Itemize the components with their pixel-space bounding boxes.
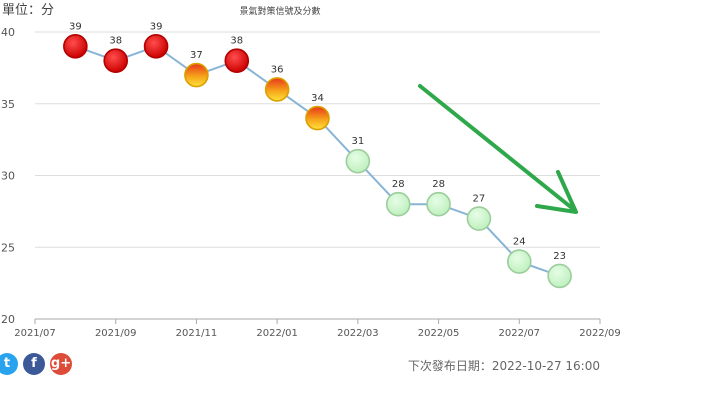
- signal-point[interactable]: [224, 48, 250, 74]
- y-tick-label: 35: [1, 98, 15, 111]
- chart-title: 景氣對策信號及分數: [239, 5, 320, 17]
- y-tick-label: 40: [1, 26, 15, 39]
- x-tick-label: 2021/09: [95, 328, 137, 339]
- x-tick-label: 2022/05: [418, 328, 460, 339]
- data-label: 38: [230, 36, 243, 47]
- data-label: 39: [69, 21, 82, 32]
- next-release-date: 下次發布日期：2022-10-27 16:00: [407, 359, 600, 373]
- signal-point[interactable]: [305, 105, 330, 131]
- x-tick-label: 2022/07: [499, 328, 541, 339]
- twitter-share-icon[interactable]: t: [0, 353, 18, 375]
- signal-point[interactable]: [63, 34, 88, 59]
- signal-point[interactable]: [264, 77, 290, 102]
- x-tick-label: 2021/11: [176, 328, 218, 339]
- y-tick-label: 30: [1, 170, 15, 183]
- google-plus-share-icon[interactable]: g+: [50, 353, 72, 375]
- signal-point[interactable]: [184, 62, 209, 88]
- facebook-share-icon[interactable]: f: [23, 353, 45, 375]
- signal-series: [75, 45, 560, 277]
- data-label: 27: [473, 194, 486, 205]
- x-tick-label: 2021/07: [14, 328, 56, 339]
- data-label: 24: [513, 237, 526, 248]
- signal-points: [63, 34, 572, 289]
- signal-point[interactable]: [143, 34, 169, 59]
- data-label: 23: [553, 251, 566, 262]
- series-line: [75, 45, 560, 277]
- signal-point[interactable]: [466, 206, 492, 231]
- signal-point[interactable]: [345, 148, 371, 174]
- x-tick-label: 2022/01: [256, 328, 298, 339]
- x-tick-label: 2022/03: [337, 328, 379, 339]
- y-tick-label: 20: [1, 313, 15, 326]
- y-tick-label: 25: [1, 241, 15, 254]
- data-label: 38: [109, 36, 122, 47]
- data-label: 28: [432, 179, 445, 190]
- grid-lines: [35, 31, 600, 320]
- x-axis: 2021/07 2021/09 2021/11 2022/01 2022/03 2022/…: [14, 319, 621, 339]
- signal-point[interactable]: [506, 249, 532, 274]
- signal-point[interactable]: [385, 191, 411, 217]
- data-label: 28: [392, 179, 405, 190]
- x-tick-label: 2022/09: [579, 328, 621, 339]
- signal-point[interactable]: [547, 263, 572, 289]
- y-axis: 20 25 30 35 40: [1, 26, 15, 326]
- trend-arrow: [418, 84, 574, 210]
- signal-point[interactable]: [426, 191, 451, 217]
- unit-label: 單位：分: [2, 3, 54, 18]
- signal-point[interactable]: [103, 48, 129, 74]
- data-label: 37: [190, 50, 203, 61]
- data-label: 31: [351, 136, 364, 147]
- value-labels: 39 38 39 37 38 36 34 31 28 28 27 24 23: [69, 21, 566, 262]
- data-label: 36: [271, 64, 284, 75]
- trend-arrowhead: [535, 170, 578, 214]
- data-label: 34: [311, 93, 324, 104]
- data-label: 39: [150, 21, 163, 32]
